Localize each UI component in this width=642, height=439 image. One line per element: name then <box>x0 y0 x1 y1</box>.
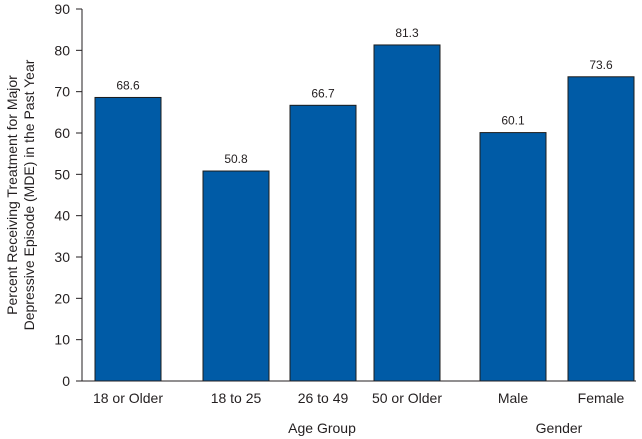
y-tick-label: 80 <box>54 42 70 58</box>
x-tick-label: Male <box>498 390 529 406</box>
bar <box>567 76 635 382</box>
bar <box>479 132 547 382</box>
y-tick-label: 70 <box>54 84 70 100</box>
data-label: 68.6 <box>116 78 140 92</box>
y-axis-title-line2: Depressive Episode (MDE) in the Past Yea… <box>21 59 37 330</box>
y-tick-label: 30 <box>54 249 70 265</box>
x-tick-label: 18 or Older <box>93 390 163 406</box>
data-label: 66.7 <box>311 86 335 100</box>
x-tick-label: 26 to 49 <box>298 390 349 406</box>
y-tick-label: 40 <box>54 208 70 224</box>
y-axis-title: Percent Receiving Treatment for Major De… <box>4 59 37 330</box>
bar <box>289 104 357 382</box>
bar <box>94 96 162 382</box>
x-tick-label: Female <box>578 390 625 406</box>
bar <box>373 44 441 382</box>
data-label: 60.1 <box>501 114 525 128</box>
y-axis-title-line1: Percent Receiving Treatment for Major <box>4 75 20 315</box>
y-tick-label: 90 <box>54 1 70 17</box>
x-tick-label: 50 or Older <box>372 390 442 406</box>
bars: 68.6 50.8 66.7 81.3 60.1 73.6 <box>94 26 635 382</box>
y-tick-label: 20 <box>54 290 70 306</box>
y-tick-label: 60 <box>54 125 70 141</box>
data-label: 73.6 <box>589 58 613 72</box>
group-labels: Age Group Gender <box>288 420 583 436</box>
x-axis: 18 or Older 18 to 25 26 to 49 50 or Older Ma… <box>82 380 636 406</box>
y-tick-label: 0 <box>62 373 70 389</box>
bar <box>202 170 270 382</box>
y-tick-label: 50 <box>54 166 70 182</box>
data-label: 81.3 <box>395 26 419 40</box>
group-label: Age Group <box>288 420 356 436</box>
x-tick-label: 18 to 25 <box>211 390 262 406</box>
group-label: Gender <box>536 420 583 436</box>
y-axis: 0 10 20 30 40 50 60 70 80 90 <box>54 1 83 389</box>
data-label: 50.8 <box>224 152 248 166</box>
y-tick-label: 10 <box>54 332 70 348</box>
